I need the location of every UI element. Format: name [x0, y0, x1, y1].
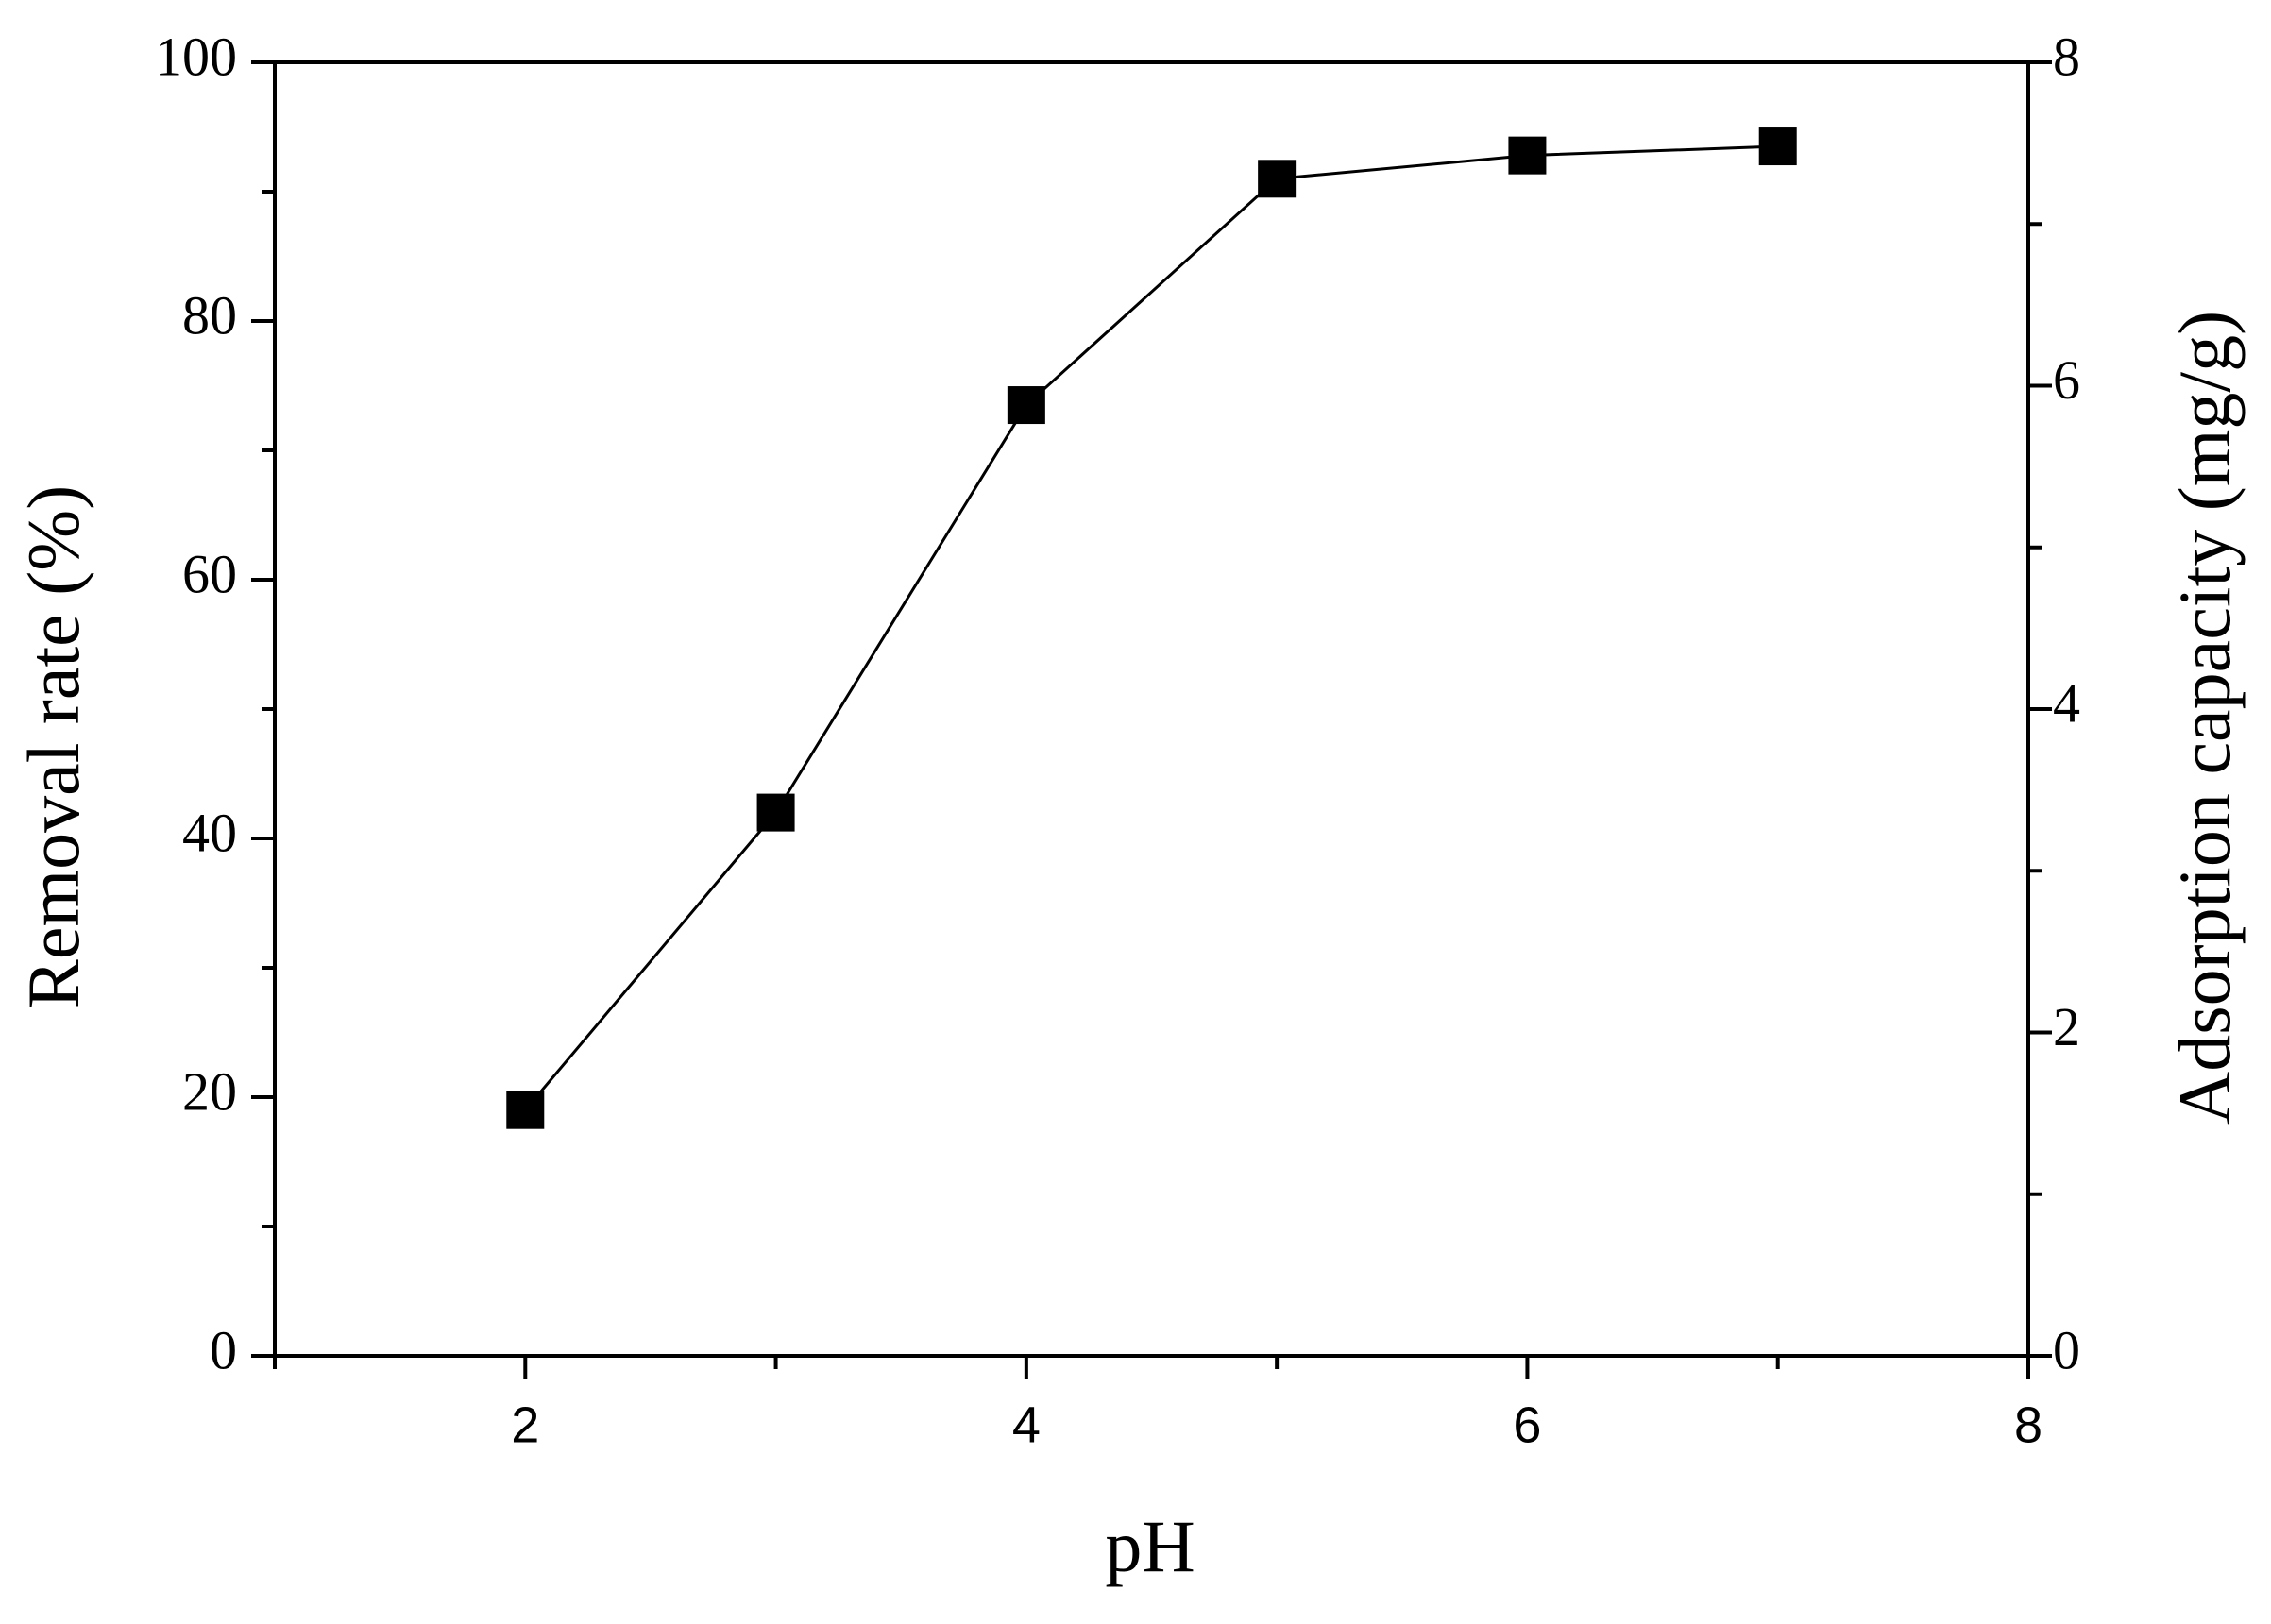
y-tick-label: 0 [210, 1319, 237, 1380]
x-axis-title: pH [1105, 1505, 1195, 1587]
y2-tick-label: 0 [2053, 1319, 2080, 1380]
x-tick-label: 2 [511, 1396, 539, 1453]
y2-tick-label: 4 [2053, 672, 2080, 734]
x-tick-label: 8 [2014, 1396, 2042, 1453]
y-tick-label: 40 [182, 802, 237, 863]
y2-axis-title: Adsorption capacity (mg/g) [2163, 311, 2246, 1125]
y-tick-label: 80 [182, 284, 237, 346]
y-tick-label: 100 [155, 25, 237, 87]
marker [1758, 127, 1797, 166]
plot-frame [273, 60, 2030, 1358]
marker [756, 793, 795, 832]
series-line [524, 144, 1778, 1111]
y-axis-title: Removal rate (%) [12, 485, 94, 1008]
y2-tick-label: 8 [2053, 25, 2080, 87]
marker [1258, 160, 1297, 198]
marker [1508, 136, 1547, 175]
y-tick-label: 20 [182, 1060, 237, 1122]
y-tick-label: 60 [182, 543, 237, 604]
y2-tick-label: 6 [2053, 349, 2080, 411]
y2-tick-label: 2 [2053, 996, 2080, 1057]
x-tick-label: 4 [1012, 1396, 1041, 1453]
x-tick-label: 6 [1513, 1396, 1541, 1453]
marker [506, 1091, 545, 1129]
marker [1007, 386, 1045, 425]
